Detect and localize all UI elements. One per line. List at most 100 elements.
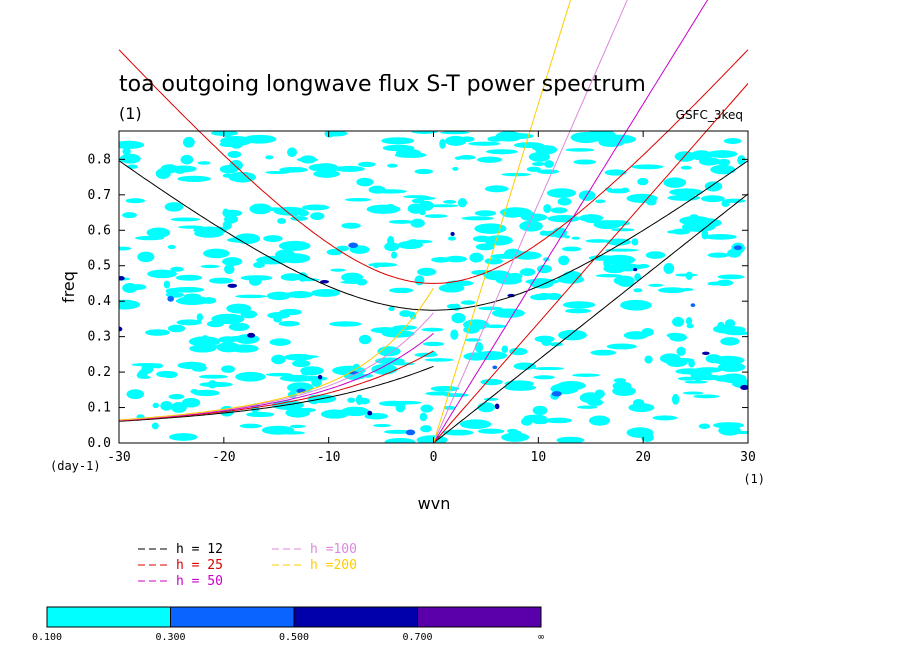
contour-blob xyxy=(562,246,582,252)
y-axis-label: freq xyxy=(59,271,78,303)
contour-blob xyxy=(381,137,415,145)
contour-blob xyxy=(198,374,228,379)
contour-blob xyxy=(216,342,241,353)
x-tick-label: -30 xyxy=(107,450,130,465)
curve-kelvin-h100 xyxy=(433,0,628,444)
contour-blob xyxy=(165,288,179,294)
contour-blob xyxy=(544,160,555,168)
contour-blob xyxy=(199,381,233,388)
contour-blob xyxy=(416,196,436,201)
contour-blob xyxy=(474,341,484,353)
contour-blob xyxy=(119,246,132,251)
x-tick-label: 30 xyxy=(740,450,756,465)
dispersion-curves xyxy=(118,0,749,444)
contour-blob xyxy=(373,423,392,428)
contour-blob xyxy=(631,164,664,170)
x-tick-label: 20 xyxy=(635,450,651,465)
y-tick-label: 0.3 xyxy=(88,330,111,345)
contour-blob xyxy=(543,204,552,214)
x-tick-label: -20 xyxy=(212,450,235,465)
contour-blob xyxy=(562,301,596,309)
contour-blob xyxy=(279,166,308,173)
contour-blob xyxy=(440,131,470,135)
contour-blob xyxy=(572,373,601,377)
contour-blob xyxy=(521,417,533,426)
contour-blob xyxy=(593,220,622,230)
contour-peak xyxy=(405,429,416,436)
contour-blob xyxy=(224,214,239,224)
model-tag: GSFC_3keq xyxy=(676,108,743,122)
contour-blob xyxy=(266,291,291,301)
contour-blob xyxy=(220,136,253,146)
contour-blob xyxy=(189,344,217,353)
contour-blob xyxy=(257,207,288,212)
contour-blob xyxy=(356,177,374,187)
contour-blob xyxy=(684,380,708,384)
contour-blob xyxy=(170,286,205,293)
contour-blob xyxy=(588,415,611,426)
contour-blob xyxy=(685,317,693,326)
contour-blob xyxy=(151,363,164,369)
contour-blob xyxy=(176,319,202,326)
contour-blob xyxy=(160,400,173,411)
contour-blob xyxy=(473,351,508,361)
contour-blob xyxy=(191,364,207,372)
contour-blob xyxy=(504,380,534,388)
contour-blob xyxy=(222,208,230,217)
colorbar-label: 0.500 xyxy=(279,632,309,643)
curve-kelvin-h200 xyxy=(433,0,572,444)
legend-label: h = 50 xyxy=(176,574,223,589)
contour-blob xyxy=(301,371,312,376)
contour-blob xyxy=(221,365,235,373)
contour-blob xyxy=(381,329,415,338)
contour-blob xyxy=(717,362,746,372)
contour-blob xyxy=(531,161,546,166)
contour-blob xyxy=(383,429,413,434)
contour-blob xyxy=(459,136,475,142)
contour-blob xyxy=(147,269,177,279)
contour-blob xyxy=(671,393,680,405)
contour-blob xyxy=(637,428,644,433)
contour-blob xyxy=(676,346,686,357)
contour-blob xyxy=(519,220,543,232)
contour-peak xyxy=(701,351,710,355)
contour-blob xyxy=(420,425,432,433)
colorbar-label: 0.300 xyxy=(155,632,185,643)
colorbar-label: ∞ xyxy=(538,632,544,643)
y-tick-label: 0.6 xyxy=(88,223,111,238)
contour-blob xyxy=(399,310,412,318)
contour-blob xyxy=(509,347,528,356)
curve-mrg-h200 xyxy=(118,287,434,421)
contour-blob xyxy=(578,214,604,222)
contour-blob xyxy=(425,391,452,396)
contour-blob xyxy=(372,189,407,194)
contour-blob xyxy=(347,397,356,403)
contour-blob xyxy=(227,150,242,158)
contour-blob xyxy=(507,272,523,280)
contour-blob xyxy=(208,277,234,284)
contour-blob xyxy=(152,402,159,409)
contour-blob xyxy=(407,203,425,214)
contour-blob xyxy=(458,155,476,160)
contour-blob xyxy=(717,274,745,280)
contour-blob xyxy=(332,365,366,376)
contour-blob xyxy=(626,427,654,438)
contour-blob xyxy=(188,297,200,304)
x-axis-unit: (1) xyxy=(743,472,765,486)
contour-blob xyxy=(200,264,220,269)
contour-blob xyxy=(633,398,645,407)
contour-blob xyxy=(565,308,591,314)
contour-blob xyxy=(648,283,664,287)
contour-blob xyxy=(423,341,445,347)
contour-blob xyxy=(203,248,230,259)
contour-blob xyxy=(140,375,151,379)
contour-blob xyxy=(461,216,495,221)
contour-blob xyxy=(714,375,732,382)
contour-blob xyxy=(137,251,155,263)
contour-blob xyxy=(387,235,395,246)
contour-blob xyxy=(395,148,422,157)
contour-blob xyxy=(414,168,434,175)
contour-blob xyxy=(387,163,398,168)
contour-blob xyxy=(405,239,433,244)
contour-blob xyxy=(384,437,416,443)
